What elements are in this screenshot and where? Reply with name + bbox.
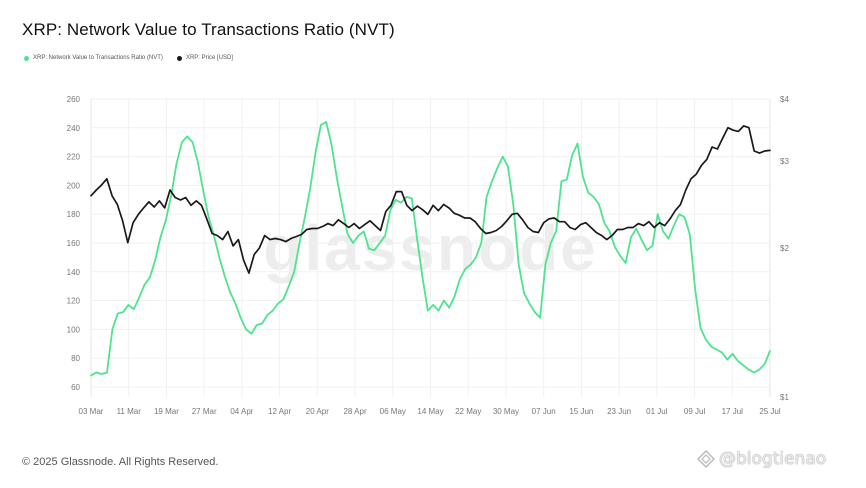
series-line-price bbox=[90, 125, 771, 274]
y-left-tick-label: 100 bbox=[67, 325, 81, 334]
series-line-nvt bbox=[90, 121, 771, 377]
x-tick-label: 22 May bbox=[455, 407, 481, 416]
x-tick-label: 06 May bbox=[380, 407, 406, 416]
legend-dot-nvt bbox=[24, 55, 29, 61]
legend-label-nvt: XRP: Network Value to Transactions Ratio… bbox=[33, 55, 163, 61]
y-left-tick-label: 140 bbox=[67, 268, 81, 277]
y-left-tick-label: 60 bbox=[71, 383, 80, 392]
y-left-tick-label: 120 bbox=[67, 297, 81, 306]
y-left-tick-label: 160 bbox=[67, 239, 81, 248]
badge-text: @blogtienao bbox=[719, 449, 827, 469]
x-tick-label: 27 Mar bbox=[192, 407, 217, 416]
source-badge: @blogtienao bbox=[697, 449, 826, 469]
diamond-logo-icon bbox=[697, 450, 715, 468]
y-left-tick-label: 240 bbox=[67, 124, 81, 133]
legend-item-price[interactable]: XRP: Price [USD] bbox=[176, 55, 233, 61]
y-right-tick-label: $4 bbox=[780, 95, 789, 104]
x-tick-label: 17 Jul bbox=[722, 407, 744, 416]
x-tick-label: 03 Mar bbox=[79, 407, 104, 416]
legend-label-price: XRP: Price [USD] bbox=[185, 55, 233, 61]
chart-legend: XRP: Network Value to Transactions Ratio… bbox=[24, 55, 233, 61]
legend-item-nvt[interactable]: XRP: Network Value to Transactions Ratio… bbox=[24, 55, 163, 61]
x-tick-label: 09 Jul bbox=[684, 407, 706, 416]
x-tick-label: 19 Mar bbox=[154, 407, 179, 416]
y-right-tick-label: $1 bbox=[780, 393, 789, 402]
y-left-tick-label: 260 bbox=[67, 95, 81, 104]
copyright-text: © 2025 Glassnode. All Rights Reserved. bbox=[22, 456, 219, 468]
x-tick-label: 07 Jun bbox=[532, 407, 556, 416]
x-tick-label: 11 Mar bbox=[117, 407, 142, 416]
x-tick-label: 30 May bbox=[493, 407, 519, 416]
y-left-tick-label: 200 bbox=[67, 181, 81, 190]
x-tick-label: 14 May bbox=[417, 407, 443, 416]
x-tick-label: 25 Jul bbox=[759, 407, 781, 416]
legend-dot-price bbox=[176, 55, 182, 61]
chart-title: XRP: Network Value to Transactions Ratio… bbox=[22, 20, 395, 39]
x-tick-label: 04 Apr bbox=[230, 407, 253, 416]
y-left-tick-label: 180 bbox=[67, 210, 81, 219]
y-right-tick-label: $3 bbox=[780, 157, 789, 166]
x-tick-label: 12 Apr bbox=[268, 407, 291, 416]
x-tick-label: 01 Jul bbox=[646, 407, 668, 416]
x-tick-label: 28 Apr bbox=[343, 407, 366, 416]
y-right-tick-label: $2 bbox=[780, 244, 789, 253]
x-tick-label: 20 Apr bbox=[306, 407, 329, 416]
x-tick-label: 23 Jun bbox=[607, 407, 631, 416]
y-left-tick-label: 220 bbox=[67, 153, 81, 162]
y-left-tick-label: 80 bbox=[71, 354, 80, 363]
x-tick-label: 15 Jun bbox=[569, 407, 593, 416]
